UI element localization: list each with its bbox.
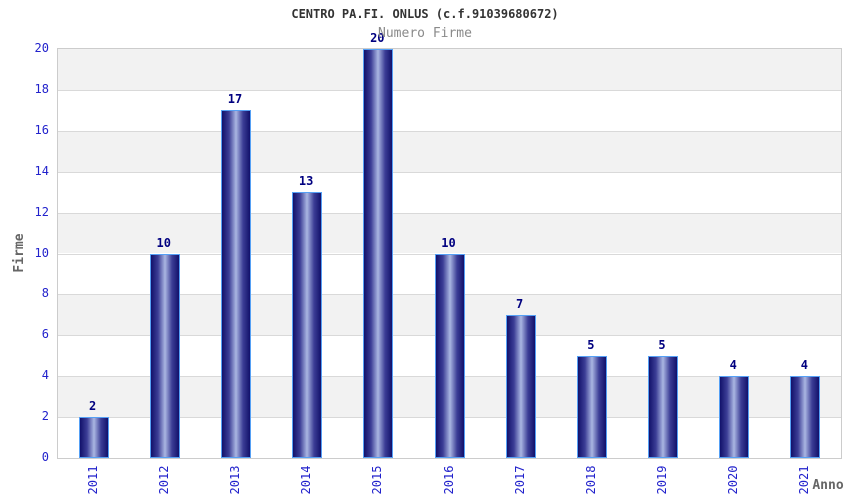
x-tick-label: 2018 — [583, 465, 598, 495]
bar-value-label: 13 — [298, 174, 314, 189]
bar-value-label: 2 — [88, 399, 97, 414]
chart-subtitle: Numero Firme — [378, 26, 472, 41]
x-tick-label: 2015 — [370, 465, 385, 495]
grid-line — [58, 130, 841, 132]
bar — [78, 417, 109, 458]
x-tick-label: 2019 — [655, 465, 670, 495]
bar — [363, 49, 394, 458]
y-tick-label: 10 — [34, 245, 49, 260]
plot-area — [57, 48, 842, 459]
y-tick-label: 18 — [34, 81, 49, 96]
grid-line — [58, 212, 841, 214]
y-tick-label: 14 — [34, 163, 49, 178]
bar — [719, 376, 750, 458]
x-tick-label: 2011 — [85, 465, 100, 495]
y-tick-label: 2 — [41, 409, 49, 424]
y-tick-label: 4 — [41, 368, 49, 383]
bar — [434, 253, 465, 458]
plot-band-gray — [58, 212, 841, 254]
bar — [648, 355, 679, 458]
bar-value-label: 20 — [370, 31, 385, 45]
grid-line — [58, 171, 841, 173]
y-tick-label: 0 — [41, 450, 49, 464]
y-tick-label: 8 — [41, 286, 49, 301]
y-axis-title: Firme — [12, 233, 27, 273]
grid-line — [58, 89, 841, 91]
bar — [292, 192, 323, 458]
bar — [220, 110, 251, 458]
x-axis-title: Anno — [812, 478, 844, 493]
bar-value-label: 10 — [156, 235, 171, 250]
y-tick-label: 12 — [34, 204, 49, 219]
bar — [149, 253, 180, 458]
x-tick-label: 2017 — [512, 465, 527, 495]
x-tick-label: 2013 — [227, 465, 242, 495]
bar-value-label: 10 — [441, 235, 456, 250]
plot-band-gray — [58, 130, 841, 172]
x-tick-label: 2014 — [299, 465, 314, 495]
plot-band-gray — [58, 49, 841, 90]
bar-value-label: 4 — [729, 358, 737, 373]
bar-value-label: 4 — [800, 358, 809, 373]
bar-value-label: 5 — [587, 337, 595, 352]
plot-band-white — [58, 89, 841, 131]
x-tick-label: 2012 — [156, 465, 171, 495]
y-tick-label: 6 — [41, 327, 49, 342]
bar — [505, 314, 536, 458]
x-tick-label: 2016 — [441, 465, 456, 495]
y-tick-label: 20 — [34, 41, 49, 55]
bar — [576, 355, 607, 458]
y-tick-label: 16 — [34, 122, 49, 137]
chart-title: CENTRO PA.FI. ONLUS (c.f.91039680672) — [291, 7, 559, 21]
bar-value-label: 5 — [658, 337, 666, 352]
bar-value-label: 17 — [227, 92, 243, 107]
bar — [790, 376, 821, 458]
x-tick-label: 2020 — [726, 465, 741, 495]
plot-band-white — [58, 171, 841, 213]
bar-value-label: 7 — [516, 296, 524, 311]
